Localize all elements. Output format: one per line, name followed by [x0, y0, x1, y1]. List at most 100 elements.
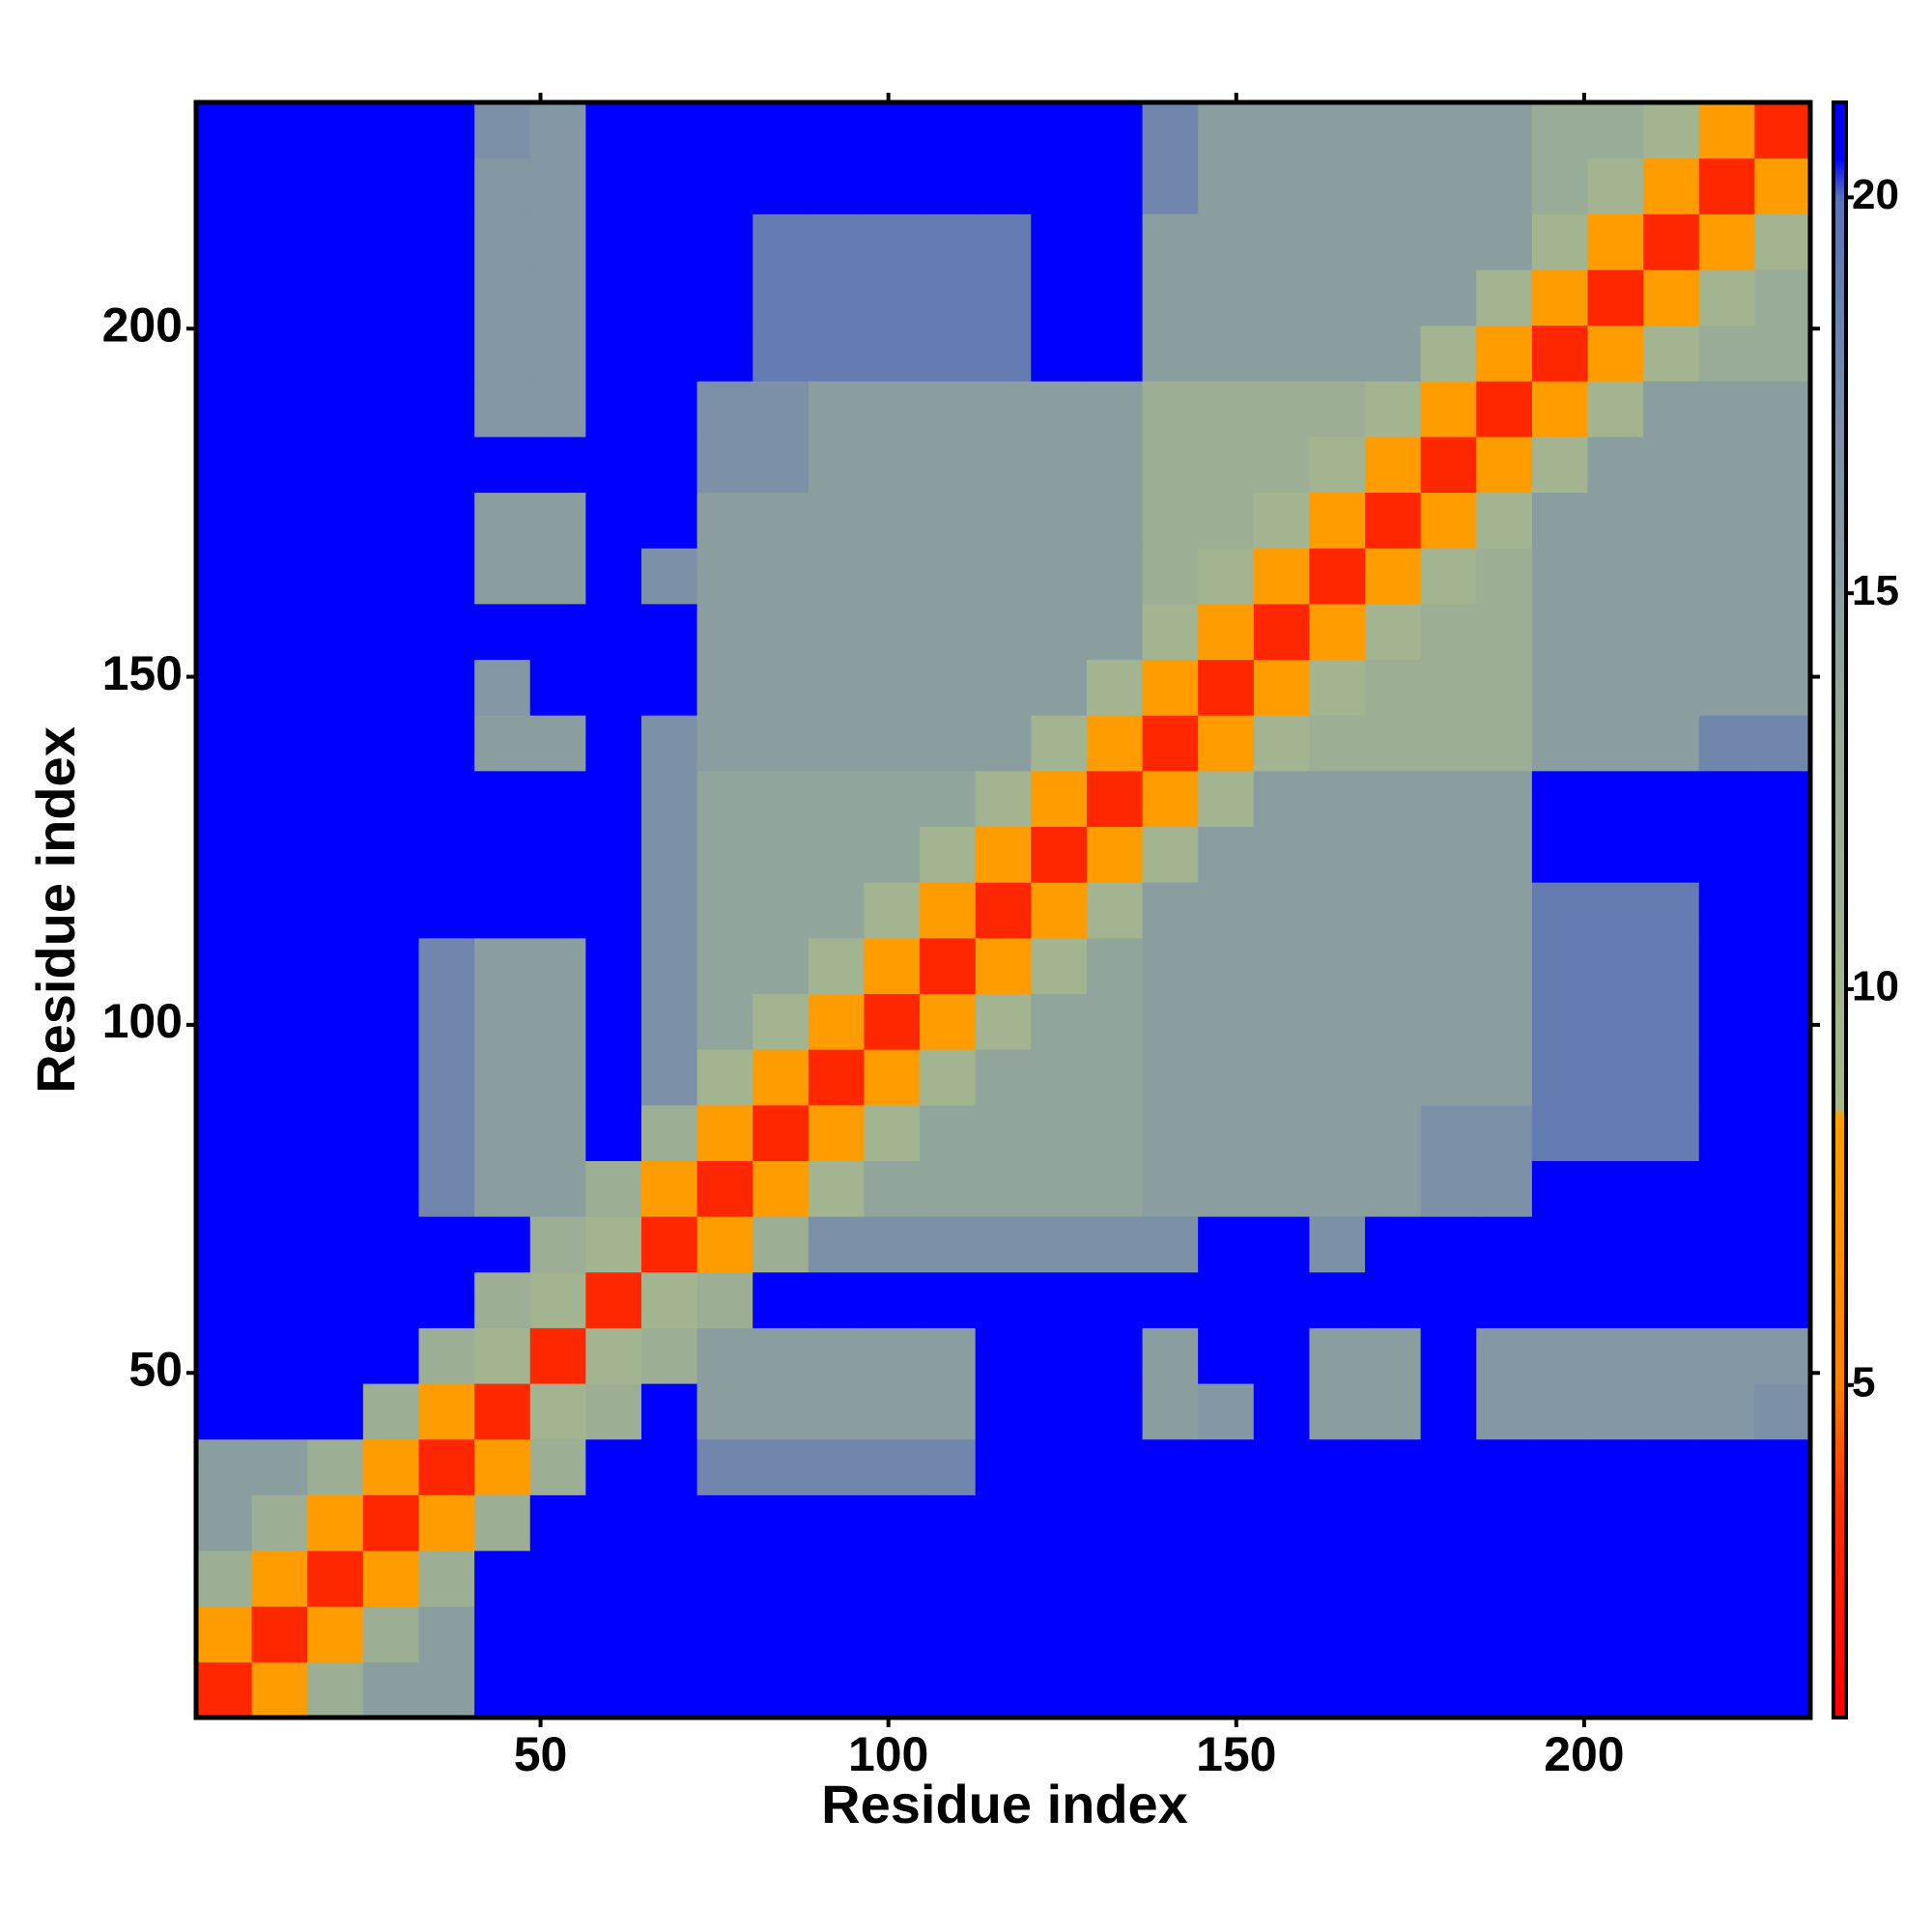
heatmap-cell	[1086, 213, 1144, 270]
heatmap-cell	[1643, 1049, 1700, 1106]
heatmap-cell	[1086, 492, 1144, 549]
heatmap-cell	[1531, 213, 1589, 270]
heatmap-cell	[251, 269, 308, 327]
heatmap-cell	[585, 1438, 642, 1495]
heatmap-cell	[1531, 993, 1589, 1050]
heatmap-cell	[1031, 937, 1088, 994]
heatmap-cell	[1031, 993, 1088, 1050]
heatmap-cell	[1643, 325, 1700, 382]
heatmap-cell	[640, 882, 698, 939]
heatmap-cell	[808, 659, 865, 716]
heatmap-cell	[251, 1605, 308, 1662]
heatmap-cell	[1476, 1049, 1533, 1106]
heatmap-cell	[1698, 1550, 1755, 1607]
heatmap-cell	[474, 1271, 531, 1328]
heatmap-cell	[1420, 1494, 1477, 1551]
heatmap-cell	[1754, 1271, 1811, 1328]
heatmap-cell	[1086, 659, 1144, 716]
heatmap-cell	[1531, 715, 1589, 772]
heatmap-cell	[1031, 1438, 1088, 1495]
heatmap-cell	[1476, 1605, 1533, 1662]
plot-frame	[193, 99, 1813, 1720]
heatmap-cell	[1086, 882, 1144, 939]
heatmap-cell	[640, 102, 698, 159]
heatmap-cell	[1420, 826, 1477, 883]
heatmap-cell	[1420, 492, 1477, 549]
heatmap-cell	[1531, 1049, 1589, 1106]
heatmap-cell	[1142, 1049, 1199, 1106]
heatmap-cell	[585, 1216, 642, 1273]
heatmap-cell	[808, 826, 865, 883]
heatmap-cell	[418, 213, 475, 270]
heatmap-cell	[1365, 325, 1422, 382]
heatmap-cell	[1698, 213, 1755, 270]
heatmap-cell	[362, 1605, 419, 1662]
heatmap-cell	[362, 603, 419, 661]
heatmap-cell	[474, 1438, 531, 1495]
heatmap-cell	[1309, 826, 1366, 883]
heatmap-cell	[1031, 269, 1088, 327]
heatmap-cell	[1086, 1494, 1144, 1551]
heatmap-cell	[474, 826, 531, 883]
heatmap-cell	[975, 1104, 1032, 1161]
heatmap-cell	[808, 436, 865, 494]
heatmap-cell	[1253, 1160, 1310, 1217]
heatmap-cell	[920, 937, 977, 994]
heatmap-cell	[808, 102, 865, 159]
heatmap-cell	[1031, 1550, 1088, 1607]
heatmap-cell	[1253, 1327, 1310, 1384]
heatmap-cell	[1142, 603, 1199, 661]
heatmap-cell	[1142, 492, 1199, 549]
heatmap-cell	[251, 157, 308, 214]
heatmap-cell	[1587, 325, 1644, 382]
heatmap-cell	[753, 325, 810, 382]
heatmap-cell	[1365, 770, 1422, 828]
heatmap-cell	[251, 381, 308, 438]
heatmap-cell	[1643, 770, 1700, 828]
heatmap-cell	[1420, 1160, 1477, 1217]
heatmap-cell	[474, 1383, 531, 1440]
heatmap-cell	[640, 993, 698, 1050]
heatmap-cell	[1420, 882, 1477, 939]
heatmap-cell	[1365, 937, 1422, 994]
heatmap-cell	[251, 937, 308, 994]
heatmap-cell	[640, 436, 698, 494]
heatmap-cell	[1698, 770, 1755, 828]
heatmap-cell	[1142, 548, 1199, 605]
heatmap-cell	[251, 882, 308, 939]
heatmap-cell	[1142, 770, 1199, 828]
heatmap-cell	[529, 1662, 586, 1719]
heatmap-cell	[251, 1550, 308, 1607]
heatmap-cell	[529, 603, 586, 661]
heatmap-cell	[1698, 603, 1755, 661]
heatmap-cell	[251, 659, 308, 716]
heatmap-cell	[1476, 1271, 1533, 1328]
heatmap-cell	[864, 1438, 921, 1495]
heatmap-cell	[753, 1216, 810, 1273]
heatmap-cell	[975, 882, 1032, 939]
heatmap-cell	[307, 659, 364, 716]
heatmap-cell	[1142, 1438, 1199, 1495]
heatmap-cell	[808, 213, 865, 270]
heatmap-cell	[1253, 882, 1310, 939]
heatmap-cell	[251, 102, 308, 159]
heatmap-cell	[1253, 603, 1310, 661]
heatmap-cell	[585, 770, 642, 828]
heatmap-cell	[1365, 492, 1422, 549]
heatmap-cell	[1309, 770, 1366, 828]
heatmap-cell	[808, 1104, 865, 1161]
heatmap-cell	[864, 659, 921, 716]
heatmap-cell	[975, 1216, 1032, 1273]
heatmap-cell	[1643, 1327, 1700, 1384]
heatmap-cell	[1309, 1216, 1366, 1273]
heatmap-cell	[1643, 1383, 1700, 1440]
heatmap-cell	[1031, 603, 1088, 661]
heatmap-cell	[696, 603, 753, 661]
heatmap-cell	[753, 603, 810, 661]
heatmap-cell	[1698, 1605, 1755, 1662]
heatmap-cell	[1253, 993, 1310, 1050]
heatmap-cell	[1420, 1550, 1477, 1607]
heatmap-cell	[1365, 1605, 1422, 1662]
heatmap-cell	[1587, 937, 1644, 994]
heatmap-cell	[1587, 993, 1644, 1050]
